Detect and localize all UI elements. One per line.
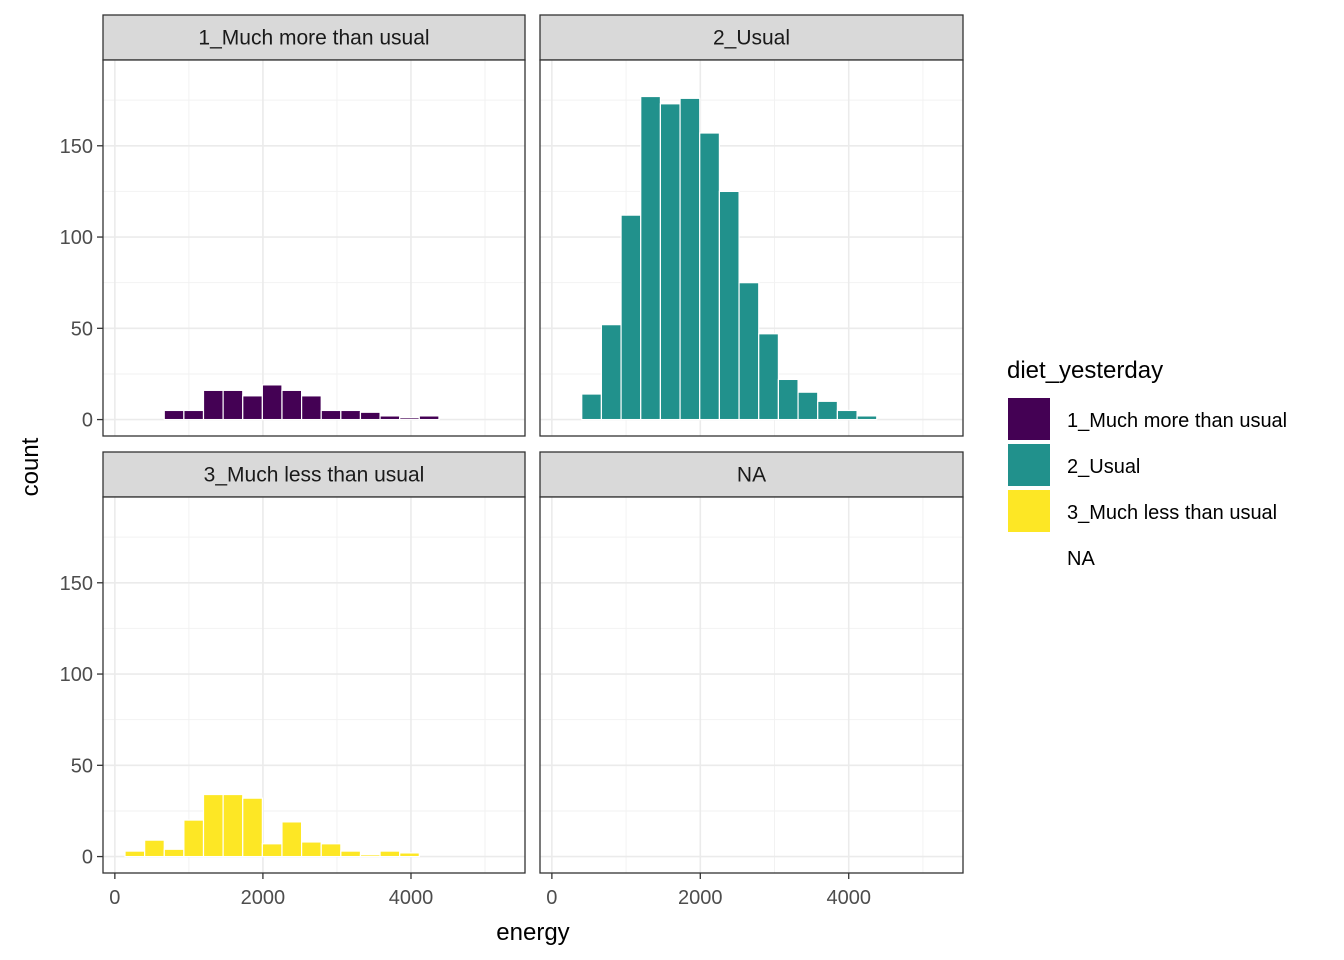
legend-label: 1_Much more than usual <box>1067 410 1287 432</box>
y-tick-label: 0 <box>82 847 93 869</box>
histogram-bar <box>340 409 362 421</box>
strip-label: NA <box>737 464 766 487</box>
x-tick-label: 4000 <box>389 887 434 909</box>
legend-title: diet_yesterday <box>1007 357 1163 384</box>
histogram-bar <box>222 793 244 858</box>
histogram-bar <box>202 793 224 858</box>
panel-background <box>103 60 525 436</box>
strip-background <box>539 451 964 498</box>
facet-panel: 2_Usual <box>539 14 964 437</box>
y-tick-label: 100 <box>60 227 93 249</box>
histogram-bar <box>281 389 303 421</box>
histogram-bar <box>379 415 401 421</box>
histogram-bar <box>261 384 283 421</box>
panel-border <box>539 496 964 874</box>
histogram-bar <box>359 854 381 858</box>
histogram-bar <box>320 843 342 858</box>
histogram-bar <box>640 95 662 421</box>
histogram-bar <box>379 850 401 858</box>
histogram-bar <box>581 393 603 421</box>
histogram-bar <box>600 324 622 421</box>
histogram-bar <box>340 850 362 858</box>
histogram-bar <box>359 411 381 421</box>
legend-swatch <box>1008 490 1050 532</box>
histogram-bar <box>242 395 263 421</box>
x-tick-label: 0 <box>109 887 120 909</box>
strip-label: 1_Much more than usual <box>198 27 429 50</box>
histogram-bar <box>163 848 185 858</box>
histogram-bar <box>144 839 165 858</box>
histogram-bar <box>399 852 420 858</box>
legend: diet_yesterday 1_Much more than usual 2_Us… <box>1007 357 1287 570</box>
histogram-bar <box>620 214 642 421</box>
histogram-bar <box>242 797 263 858</box>
strip-label: 2_Usual <box>713 27 790 50</box>
histogram-bar <box>817 400 838 421</box>
panel-background <box>540 497 963 873</box>
legend-swatch <box>1008 398 1050 440</box>
histogram-bar <box>202 389 224 421</box>
histogram-bar <box>183 409 205 421</box>
x-tick-label: 2000 <box>241 887 286 909</box>
histogram-bar <box>300 395 322 421</box>
histogram-bar <box>320 409 342 421</box>
y-tick-label: 150 <box>60 136 93 158</box>
histogram-bar <box>797 391 819 421</box>
x-tick-label: 4000 <box>826 887 871 909</box>
panel-border <box>102 59 526 437</box>
histogram-bar <box>124 850 146 858</box>
histogram-bar <box>738 282 760 421</box>
y-tick-label: 0 <box>82 410 93 432</box>
y-tick-label: 100 <box>60 664 93 686</box>
histogram-bar <box>679 97 701 421</box>
histogram-bar <box>699 132 721 421</box>
panel-border <box>102 496 526 874</box>
histogram-bar <box>163 409 185 421</box>
y-tick-label: 150 <box>60 573 93 595</box>
x-tick-label: 0 <box>546 887 557 909</box>
x-axis-title: energy <box>496 919 569 946</box>
legend-swatch <box>1008 444 1050 486</box>
histogram-bar <box>183 819 205 858</box>
panel-border <box>539 59 964 437</box>
histogram-bar <box>777 378 799 421</box>
histogram-bar <box>718 190 740 421</box>
facet-panels: 1_Much more than usual 0 50 100 150 2_Usual 3_… <box>60 14 964 909</box>
legend-label: NA <box>1067 548 1095 570</box>
legend-label: 2_Usual <box>1067 456 1140 478</box>
histogram-bar <box>418 415 440 421</box>
facet-panel: 3_Much less than usual 0 50 100 150 0 2000 4000 <box>60 451 526 909</box>
histogram-bar <box>856 415 878 421</box>
histogram-bar <box>399 417 420 421</box>
histogram-bar <box>281 821 303 858</box>
y-tick-label: 50 <box>71 755 93 777</box>
histogram-bar <box>758 333 780 421</box>
histogram-bar <box>836 409 858 421</box>
x-tick-label: 2000 <box>678 887 723 909</box>
strip-background <box>102 14 526 61</box>
legend-label: 3_Much less than usual <box>1067 502 1277 524</box>
strip-label: 3_Much less than usual <box>204 464 425 487</box>
facet-panel: 1_Much more than usual 0 50 100 150 <box>60 14 526 437</box>
strip-background <box>539 14 964 61</box>
histogram-bar <box>261 843 283 858</box>
y-tick-label: 50 <box>71 318 93 340</box>
histogram-bar <box>659 103 681 421</box>
histogram-bar <box>222 389 244 421</box>
facet-panel: NA 0 2000 4000 <box>539 451 964 909</box>
panel-background <box>103 497 525 873</box>
y-axis-title: count <box>17 437 44 496</box>
histogram-bar <box>300 841 322 858</box>
